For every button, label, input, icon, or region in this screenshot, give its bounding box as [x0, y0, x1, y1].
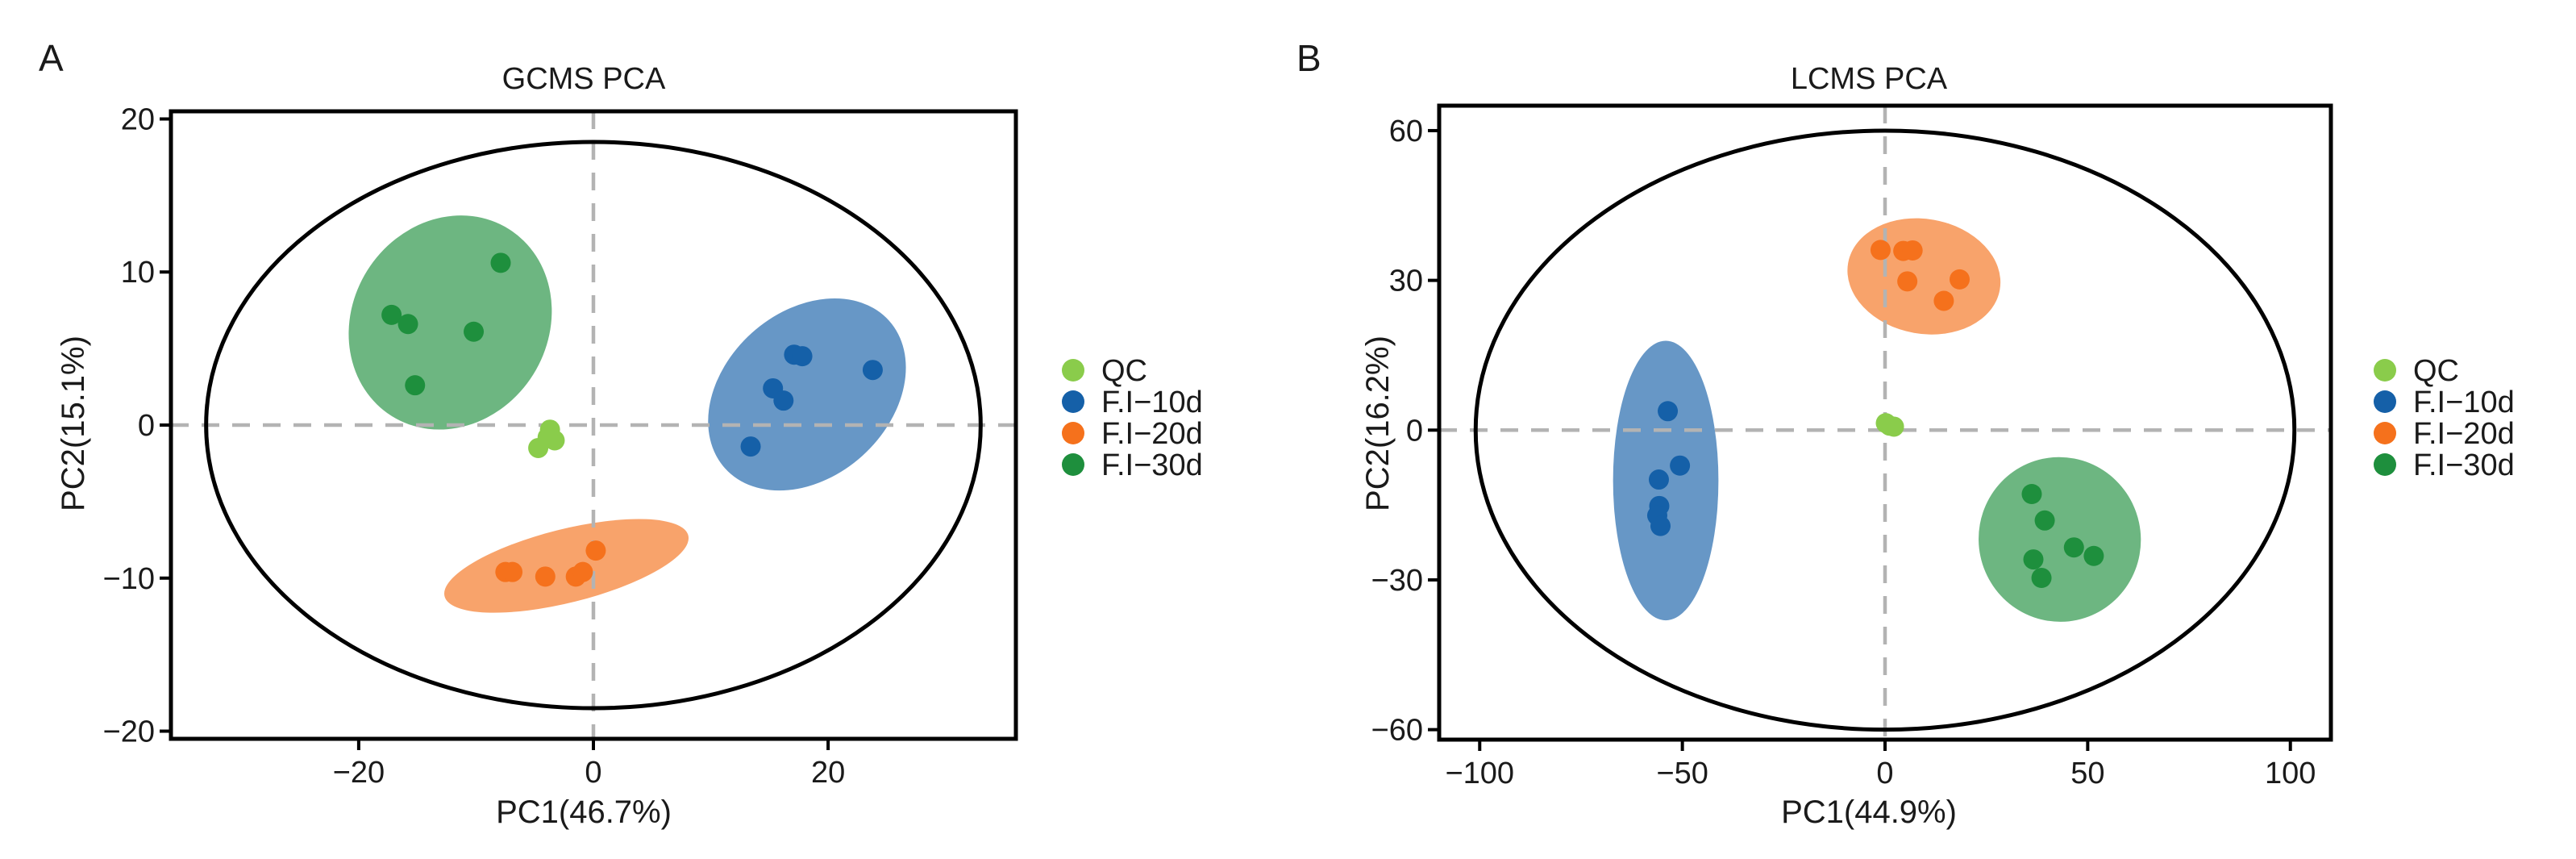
data-point — [585, 540, 606, 561]
legend-label: QC — [2413, 354, 2459, 388]
legend-label: F.I−20d — [2413, 417, 2515, 451]
x-tick-label: 100 — [2265, 757, 2316, 790]
plot-area: −100 −50 0 50 100 −60 −30 0 30 60 — [1371, 106, 2331, 790]
x-axis-title: PC1(46.7%) — [496, 794, 672, 830]
legend-label: F.I−30d — [1101, 448, 1203, 482]
legend-item: F.I−10d — [1062, 386, 1203, 419]
chart-title: GCMS PCA — [502, 62, 666, 96]
y-tick-label: −20 — [103, 715, 155, 749]
data-point — [502, 561, 523, 582]
y-tick-label: 60 — [1389, 115, 1423, 148]
legend-label: QC — [1101, 354, 1147, 388]
x-tick-label: −20 — [333, 756, 385, 790]
x-tick-label: 0 — [1876, 757, 1893, 790]
plot-frame — [1437, 103, 2333, 742]
x-tick-label: 50 — [2070, 757, 2104, 790]
legend: QC F.I−10d F.I−20d F.I−30d — [2374, 354, 2515, 482]
legend-item: F.I−30d — [1062, 448, 1203, 482]
data-point — [537, 427, 558, 448]
y-tick-label: 30 — [1389, 265, 1423, 298]
data-point — [2083, 545, 2104, 566]
y-tick-label: 20 — [121, 102, 155, 136]
hotelling-ellipse — [204, 140, 983, 711]
legend-swatch — [2374, 422, 2396, 444]
y-tick-label: −10 — [103, 562, 155, 596]
data-point — [1879, 415, 1900, 436]
data-point — [1950, 269, 1970, 290]
legend-label: F.I−10d — [2413, 386, 2515, 419]
legend-swatch — [1062, 453, 1084, 476]
y-tick-label: 10 — [121, 256, 155, 290]
legend-item: F.I−20d — [2374, 417, 2515, 451]
legend-swatch — [2374, 359, 2396, 382]
data-point — [490, 252, 511, 273]
legend-swatch — [1062, 390, 1084, 413]
legend: QC F.I−10d F.I−20d F.I−30d — [1062, 354, 1203, 482]
data-point — [535, 566, 556, 587]
legend-swatch — [2374, 390, 2396, 413]
y-axis-title: PC2(16.2%) — [1360, 336, 1396, 511]
data-point — [2034, 510, 2055, 531]
panel-letter: A — [39, 37, 64, 79]
x-tick-label: 20 — [811, 756, 845, 790]
legend-item: QC — [1062, 354, 1147, 388]
data-point — [792, 346, 813, 367]
group-ellipse — [1847, 218, 2001, 335]
hotelling-ellipse — [1473, 128, 2297, 732]
data-point — [1648, 469, 1669, 490]
data-point — [2023, 549, 2044, 570]
data-point — [1902, 240, 1923, 261]
data-point — [2021, 484, 2042, 505]
y-tick-label: −60 — [1371, 714, 1423, 748]
data-point — [1650, 515, 1671, 536]
data-point — [740, 436, 761, 457]
legend-swatch — [1062, 359, 1084, 382]
group-ellipse — [1979, 457, 2141, 622]
y-tick-label: −30 — [1371, 564, 1423, 598]
data-point — [1897, 271, 1918, 292]
legend-swatch — [2374, 453, 2396, 476]
x-axis-title: PC1(44.9%) — [1781, 794, 1957, 830]
legend-item: F.I−30d — [2374, 448, 2515, 482]
legend-label: F.I−20d — [1101, 417, 1203, 451]
data-point — [572, 561, 593, 582]
x-tick-label: 0 — [585, 756, 601, 790]
legend-item: F.I−20d — [1062, 417, 1203, 451]
legend-item: QC — [2374, 354, 2459, 388]
group-ellipse — [444, 519, 689, 613]
legend-label: F.I−10d — [1101, 386, 1203, 419]
y-tick-label: 0 — [138, 409, 155, 443]
panel-letter: B — [1296, 37, 1321, 79]
chart-title: LCMS PCA — [1791, 62, 1948, 96]
data-point — [773, 390, 794, 411]
data-point — [1670, 455, 1691, 476]
legend-item: F.I−10d — [2374, 386, 2515, 419]
legend-label: F.I−30d — [2413, 448, 2515, 482]
data-point — [1933, 290, 1954, 311]
data-point — [381, 304, 402, 325]
data-point — [862, 360, 883, 381]
data-point — [2031, 567, 2052, 588]
panel-a: A GCMS PCA PC1(46.7%) PC2(15.1%) −20 0 20−… — [39, 37, 1203, 830]
data-point — [464, 321, 485, 342]
y-tick-label: 0 — [1406, 414, 1423, 448]
data-point — [1658, 401, 1679, 422]
data-point — [397, 314, 418, 335]
plot-frame — [169, 109, 1018, 741]
x-tick-label: −50 — [1656, 757, 1708, 790]
data-point — [2063, 537, 2084, 558]
plot-area: −20 0 20 −20 −10 0 10 20 — [103, 102, 1016, 790]
x-tick-label: −100 — [1445, 757, 1514, 790]
y-axis-title: PC2(15.1%) — [56, 336, 91, 511]
legend-swatch — [1062, 422, 1084, 444]
data-point — [1870, 240, 1891, 261]
data-point — [405, 375, 426, 396]
panel-b: B LCMS PCA PC1(44.9%) PC2(16.2%) −100 −50… — [1296, 37, 2515, 830]
group-ellipse — [708, 298, 906, 491]
